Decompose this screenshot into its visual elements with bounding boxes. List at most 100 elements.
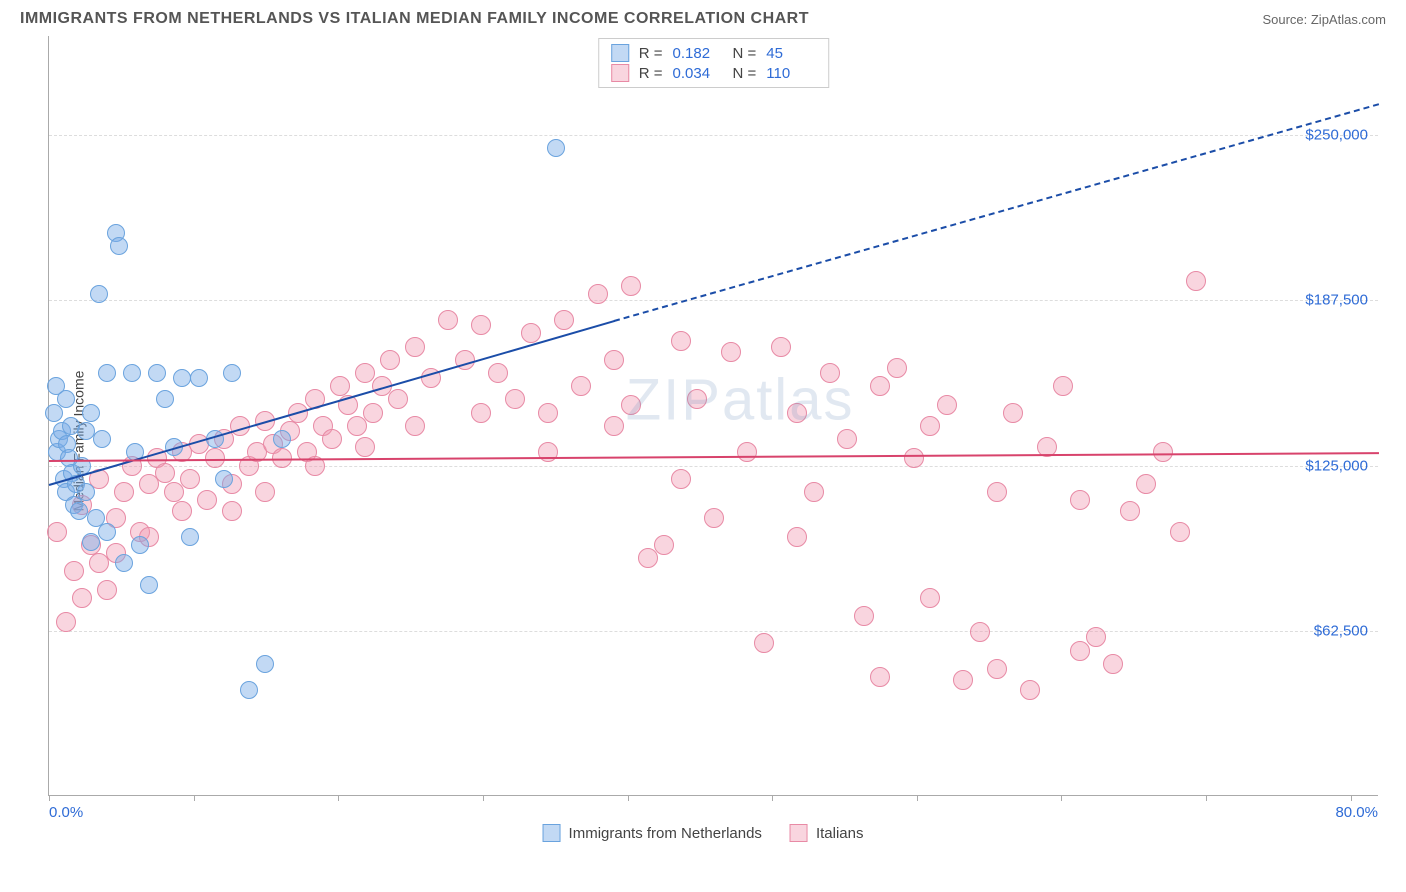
data-point-netherlands — [181, 528, 199, 546]
data-point-italians — [1003, 403, 1023, 423]
gridline — [49, 135, 1378, 136]
data-point-italians — [920, 416, 940, 436]
x-tick — [772, 795, 773, 801]
trendline-extrapolated — [614, 103, 1379, 322]
source-value: ZipAtlas.com — [1311, 12, 1386, 27]
data-point-italians — [604, 416, 624, 436]
data-point-netherlands — [57, 390, 75, 408]
data-point-italians — [438, 310, 458, 330]
gridline — [49, 300, 1378, 301]
data-point-netherlands — [70, 502, 88, 520]
data-point-italians — [1103, 654, 1123, 674]
data-point-netherlands — [93, 430, 111, 448]
y-tick-label: $250,000 — [1305, 127, 1368, 144]
swatch-netherlands — [543, 824, 561, 842]
data-point-italians — [671, 331, 691, 351]
data-point-netherlands — [115, 554, 133, 572]
data-point-italians — [953, 670, 973, 690]
data-point-italians — [671, 469, 691, 489]
data-point-italians — [47, 522, 67, 542]
data-point-italians — [1120, 501, 1140, 521]
x-tick — [1351, 795, 1352, 801]
source-label: Source: — [1262, 12, 1310, 27]
data-point-italians — [1070, 490, 1090, 510]
data-point-italians — [687, 389, 707, 409]
correlation-legend: R = 0.182 N = 45 R = 0.034 N = 110 — [598, 38, 830, 88]
data-point-italians — [721, 342, 741, 362]
data-point-italians — [1086, 627, 1106, 647]
data-point-italians — [322, 429, 342, 449]
data-point-netherlands — [256, 655, 274, 673]
x-tick — [917, 795, 918, 801]
data-point-italians — [1020, 680, 1040, 700]
plot-area: R = 0.182 N = 45 R = 0.034 N = 110 ZIPat… — [48, 36, 1378, 796]
data-point-italians — [820, 363, 840, 383]
chart-container: Median Family Income R = 0.182 N = 45 R … — [0, 36, 1406, 846]
data-point-netherlands — [547, 139, 565, 157]
data-point-italians — [870, 667, 890, 687]
chart-header: IMMIGRANTS FROM NETHERLANDS VS ITALIAN M… — [0, 0, 1406, 36]
data-point-italians — [804, 482, 824, 502]
data-point-italians — [754, 633, 774, 653]
r-label: R = — [639, 45, 663, 62]
data-point-italians — [155, 463, 175, 483]
data-point-italians — [1170, 522, 1190, 542]
data-point-italians — [970, 622, 990, 642]
data-point-italians — [56, 612, 76, 632]
data-point-italians — [172, 501, 192, 521]
data-point-italians — [638, 548, 658, 568]
data-point-netherlands — [148, 364, 166, 382]
data-point-italians — [621, 395, 641, 415]
data-point-italians — [837, 429, 857, 449]
data-point-italians — [937, 395, 957, 415]
data-point-italians — [538, 403, 558, 423]
series-legend: Immigrants from Netherlands Italians — [543, 824, 864, 842]
data-point-italians — [388, 389, 408, 409]
data-point-italians — [164, 482, 184, 502]
data-point-italians — [222, 501, 242, 521]
data-point-italians — [330, 376, 350, 396]
data-point-netherlands — [140, 576, 158, 594]
data-point-italians — [771, 337, 791, 357]
data-point-italians — [205, 448, 225, 468]
x-tick — [483, 795, 484, 801]
data-point-netherlands — [173, 369, 191, 387]
data-point-netherlands — [98, 364, 116, 382]
data-point-italians — [604, 350, 624, 370]
data-point-italians — [1136, 474, 1156, 494]
data-point-italians — [521, 323, 541, 343]
x-tick — [338, 795, 339, 801]
data-point-netherlands — [90, 285, 108, 303]
data-point-italians — [180, 469, 200, 489]
swatch-italians — [611, 64, 629, 82]
data-point-italians — [255, 482, 275, 502]
data-point-italians — [854, 606, 874, 626]
x-tick — [1061, 795, 1062, 801]
x-tick — [194, 795, 195, 801]
n-value: 110 — [766, 65, 816, 82]
x-tick — [1206, 795, 1207, 801]
data-point-italians — [920, 588, 940, 608]
legend-item-italians: Italians — [790, 824, 864, 842]
data-point-italians — [787, 403, 807, 423]
data-point-italians — [554, 310, 574, 330]
r-value: 0.034 — [673, 65, 723, 82]
data-point-italians — [380, 350, 400, 370]
n-label: N = — [733, 65, 757, 82]
data-point-italians — [987, 659, 1007, 679]
data-point-italians — [355, 363, 375, 383]
n-value: 45 — [766, 45, 816, 62]
data-point-italians — [197, 490, 217, 510]
data-point-italians — [405, 337, 425, 357]
y-tick-label: $62,500 — [1314, 622, 1368, 639]
data-point-italians — [72, 588, 92, 608]
data-point-italians — [1070, 641, 1090, 661]
n-label: N = — [733, 45, 757, 62]
data-point-netherlands — [123, 364, 141, 382]
data-point-italians — [621, 276, 641, 296]
data-point-netherlands — [110, 237, 128, 255]
data-point-italians — [471, 403, 491, 423]
data-point-italians — [654, 535, 674, 555]
swatch-netherlands — [611, 44, 629, 62]
y-tick-label: $187,500 — [1305, 292, 1368, 309]
